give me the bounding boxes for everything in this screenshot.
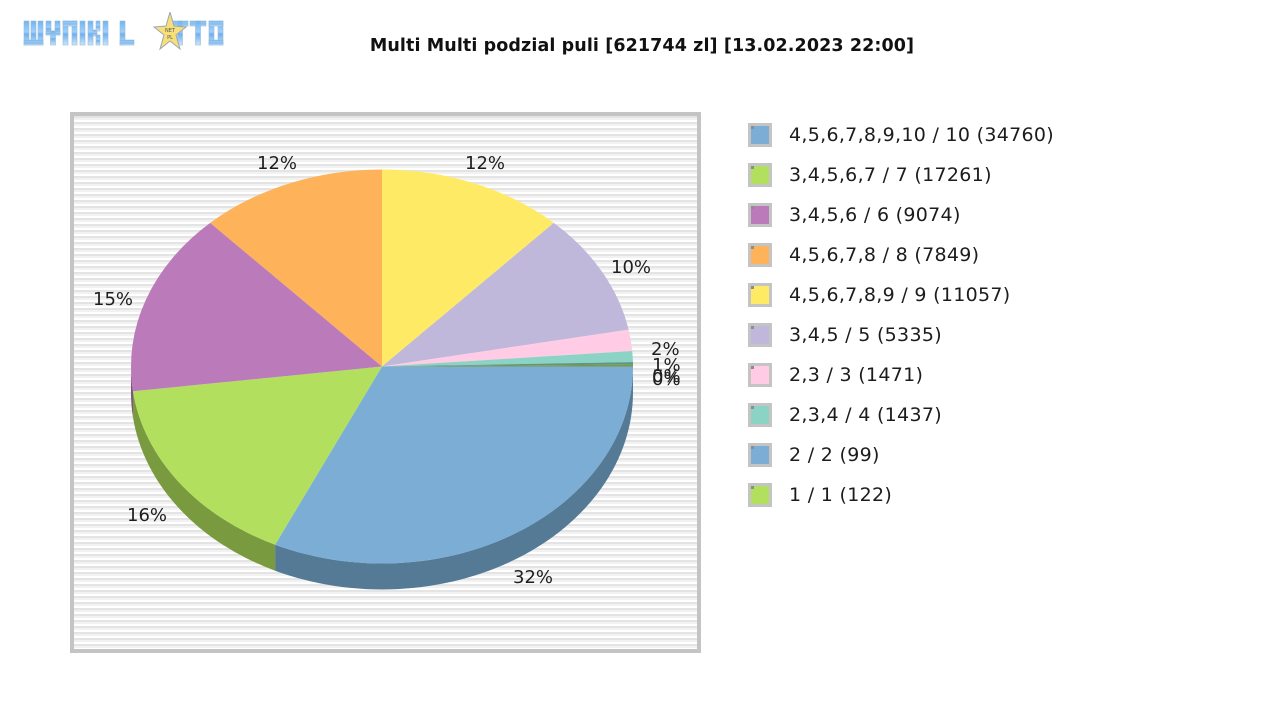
legend-swatch xyxy=(748,283,772,307)
chart-legend: 4,5,6,7,8,9,10 / 10 (34760) 3,4,5,6,7 / … xyxy=(748,122,1054,522)
svg-text:NET: NET xyxy=(165,28,176,34)
pie-label-1: 1% xyxy=(652,355,681,376)
pie-slice-9 xyxy=(382,169,554,367)
legend-swatch xyxy=(748,163,772,187)
pie-slice-8 xyxy=(210,169,382,367)
legend-item: 3,4,5,6 / 6 (9074) xyxy=(748,202,1054,242)
legend-swatch xyxy=(748,403,772,427)
chart-title: Multi Multi podzial puli [621744 zl] [13… xyxy=(369,36,915,56)
pie-slice-4 xyxy=(382,351,633,367)
legend-label: 2 / 2 (99) xyxy=(789,444,880,466)
legend-swatch xyxy=(748,323,772,347)
pie-slice-6 xyxy=(131,222,382,392)
legend-label: 4,5,6,7,8,9 / 9 (11057) xyxy=(789,284,1011,306)
legend-label: 3,4,5,6,7 / 7 (17261) xyxy=(789,164,992,186)
legend-item: 4,5,6,7,8 / 8 (7849) xyxy=(748,242,1054,282)
pie-label-0b: 0% xyxy=(652,369,681,390)
legend-item: 4,5,6,7,8,9 / 9 (11057) xyxy=(748,282,1054,322)
pie-side-green xyxy=(132,391,276,571)
pie-slice-1 xyxy=(382,364,634,367)
pie-slice-5 xyxy=(382,222,629,367)
legend-item: 3,4,5 / 5 (5335) xyxy=(748,322,1054,362)
legend-item: 2,3,4 / 4 (1437) xyxy=(748,402,1054,442)
pie-label-2: 2% xyxy=(651,339,680,360)
legend-item: 4,5,6,7,8,9,10 / 10 (34760) xyxy=(748,122,1054,162)
pie-slice-2 xyxy=(382,362,633,367)
legend-item: 2,3 / 3 (1471) xyxy=(748,362,1054,402)
pie-side-blue xyxy=(275,366,633,590)
pie-label-12-orange: 12% xyxy=(257,153,298,174)
legend-item: 2 / 2 (99) xyxy=(748,442,1054,482)
legend-swatch xyxy=(748,203,772,227)
logo-icon: NET PL xyxy=(23,10,224,51)
pie-label-12-yellow: 12% xyxy=(465,153,506,174)
legend-swatch xyxy=(748,443,772,467)
pie-slice-3 xyxy=(382,329,633,367)
legend-label: 3,4,5,6 / 6 (9074) xyxy=(789,204,961,226)
legend-label: 2,3 / 3 (1471) xyxy=(789,364,924,386)
legend-label: 4,5,6,7,8,9,10 / 10 (34760) xyxy=(789,124,1055,146)
pie-label-32: 32% xyxy=(513,567,554,588)
svg-text:PL: PL xyxy=(167,35,173,41)
wyniki-lotto-logo[interactable]: NET PL xyxy=(22,10,242,58)
legend-item: 1 / 1 (122) xyxy=(748,482,1054,522)
legend-label: 4,5,6,7,8 / 8 (7849) xyxy=(789,244,980,266)
legend-label: 3,4,5 / 5 (5335) xyxy=(789,324,942,346)
pie-slice-10 xyxy=(275,366,633,564)
legend-swatch xyxy=(748,123,772,147)
pie-side-purple xyxy=(131,366,133,418)
pie-slice-7 xyxy=(132,366,382,545)
legend-label: 1 / 1 (122) xyxy=(789,484,893,506)
legend-swatch xyxy=(748,483,772,507)
legend-swatch xyxy=(748,243,772,267)
legend-swatch xyxy=(748,363,772,387)
pie-label-16: 16% xyxy=(127,505,168,526)
legend-label: 2,3,4 / 4 (1437) xyxy=(789,404,942,426)
pie-label-10: 10% xyxy=(611,257,652,278)
star-icon xyxy=(152,10,188,51)
legend-item: 3,4,5,6,7 / 7 (17261) xyxy=(748,162,1054,202)
pie-label-15: 15% xyxy=(93,289,134,310)
pie-label-0a: 0% xyxy=(652,366,681,387)
